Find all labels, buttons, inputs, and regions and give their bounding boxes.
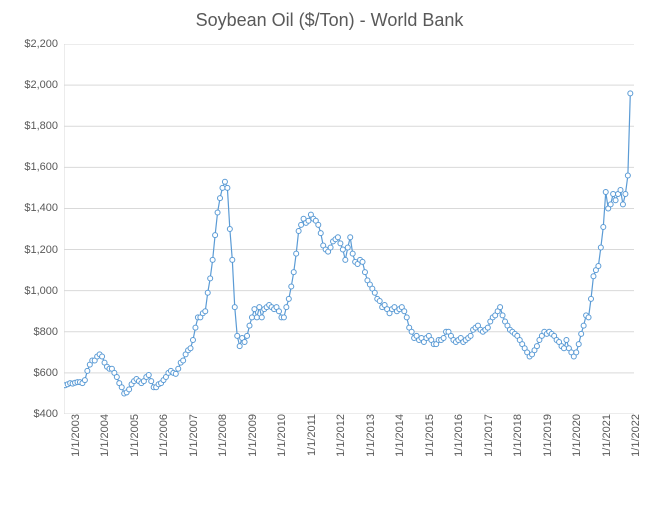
x-tick-label: 1/1/2017 <box>477 414 495 457</box>
y-tick-label: $2,200 <box>24 38 64 50</box>
x-tick-label: 1/1/2018 <box>506 414 524 457</box>
chart-title: Soybean Oil ($/Ton) - World Bank <box>0 10 659 31</box>
y-tick-label: $1,800 <box>24 120 64 132</box>
y-tick-label: $800 <box>34 326 64 338</box>
x-tick-label: 1/1/2009 <box>241 414 259 457</box>
x-tick-label: 1/1/2012 <box>329 414 347 457</box>
x-tick-label: 1/1/2006 <box>152 414 170 457</box>
x-tick-label: 1/1/2019 <box>536 414 554 457</box>
y-tick-label: $2,000 <box>24 79 64 91</box>
x-tick-label: 1/1/2004 <box>93 414 111 457</box>
x-tick-label: 1/1/2013 <box>359 414 377 457</box>
x-tick-label: 1/1/2011 <box>300 414 318 456</box>
x-tick-label: 1/1/2008 <box>211 414 229 457</box>
chart-container: Soybean Oil ($/Ton) - World Bank $400$60… <box>0 0 659 528</box>
x-tick-label: 1/1/2010 <box>270 414 288 457</box>
x-tick-label: 1/1/2003 <box>64 414 82 457</box>
x-tick-label: 1/1/2015 <box>418 414 436 457</box>
y-tick-label: $1,600 <box>24 161 64 173</box>
y-tick-label: $600 <box>34 367 64 379</box>
y-tick-label: $1,200 <box>24 244 64 256</box>
x-tick-label: 1/1/2007 <box>182 414 200 457</box>
y-tick-label: $1,400 <box>24 202 64 214</box>
x-tick-label: 1/1/2022 <box>624 414 642 457</box>
x-tick-label: 1/1/2016 <box>447 414 465 457</box>
y-tick-label: $1,000 <box>24 285 64 297</box>
x-tick-label: 1/1/2005 <box>123 414 141 457</box>
x-tick-label: 1/1/2020 <box>565 414 583 457</box>
x-tick-label: 1/1/2021 <box>595 414 613 457</box>
plot-area: $400$600$800$1,000$1,200$1,400$1,600$1,8… <box>64 44 634 414</box>
x-tick-label: 1/1/2014 <box>388 414 406 457</box>
y-tick-label: $400 <box>34 408 64 420</box>
plot-svg <box>64 44 634 414</box>
